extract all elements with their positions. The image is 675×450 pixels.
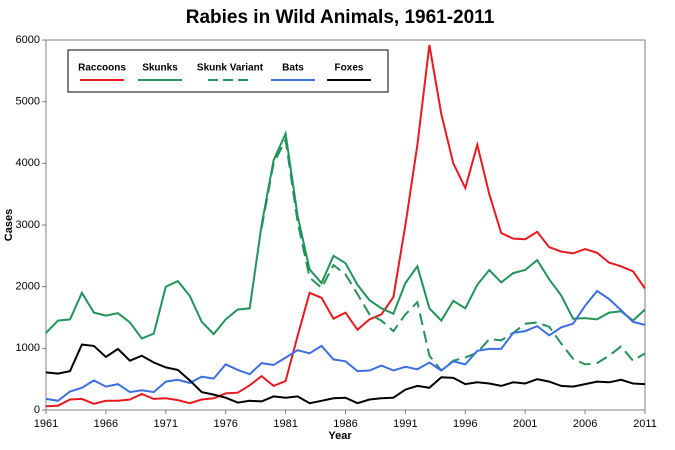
- y-tick-label: 5000: [16, 96, 40, 108]
- x-tick-label: 1991: [393, 418, 417, 430]
- legend-label: Raccoons: [78, 63, 126, 74]
- plot-area: [45, 39, 646, 411]
- series-line: [45, 289, 646, 402]
- x-tick-label: 1996: [453, 418, 477, 430]
- x-tick-label: 2011: [633, 418, 657, 430]
- series-line: [45, 343, 646, 405]
- x-tick-label: 1961: [34, 418, 58, 430]
- legend-box: [67, 49, 389, 93]
- series-line: [260, 136, 646, 372]
- series-line: [45, 130, 646, 340]
- series-line: [45, 44, 646, 408]
- x-tick-label: 2006: [573, 418, 597, 430]
- y-tick-label: 3000: [16, 219, 40, 231]
- y-tick-label: 0: [34, 404, 40, 416]
- y-tick-label: 6000: [16, 34, 40, 46]
- legend-label: Foxes: [335, 63, 364, 74]
- y-axis-label: Cases: [3, 209, 15, 241]
- legend-label: Bats: [282, 63, 304, 74]
- y-tick-label: 2000: [16, 281, 40, 293]
- x-tick-label: 1971: [154, 418, 178, 430]
- y-tick-label: 1000: [16, 342, 40, 354]
- x-tick-label: 1966: [94, 418, 118, 430]
- chart-title: Rabies in Wild Animals, 1961-2011: [186, 7, 495, 28]
- legend-label: Skunk Variant: [197, 63, 264, 74]
- x-axis-label: Year: [328, 430, 352, 442]
- legend-label: Skunks: [142, 63, 178, 74]
- x-tick-label: 1986: [333, 418, 357, 430]
- x-tick-label: 1976: [213, 418, 237, 430]
- y-tick-label: 4000: [16, 157, 40, 169]
- x-tick-label: 1981: [273, 418, 297, 430]
- x-tick-label: 2001: [513, 418, 537, 430]
